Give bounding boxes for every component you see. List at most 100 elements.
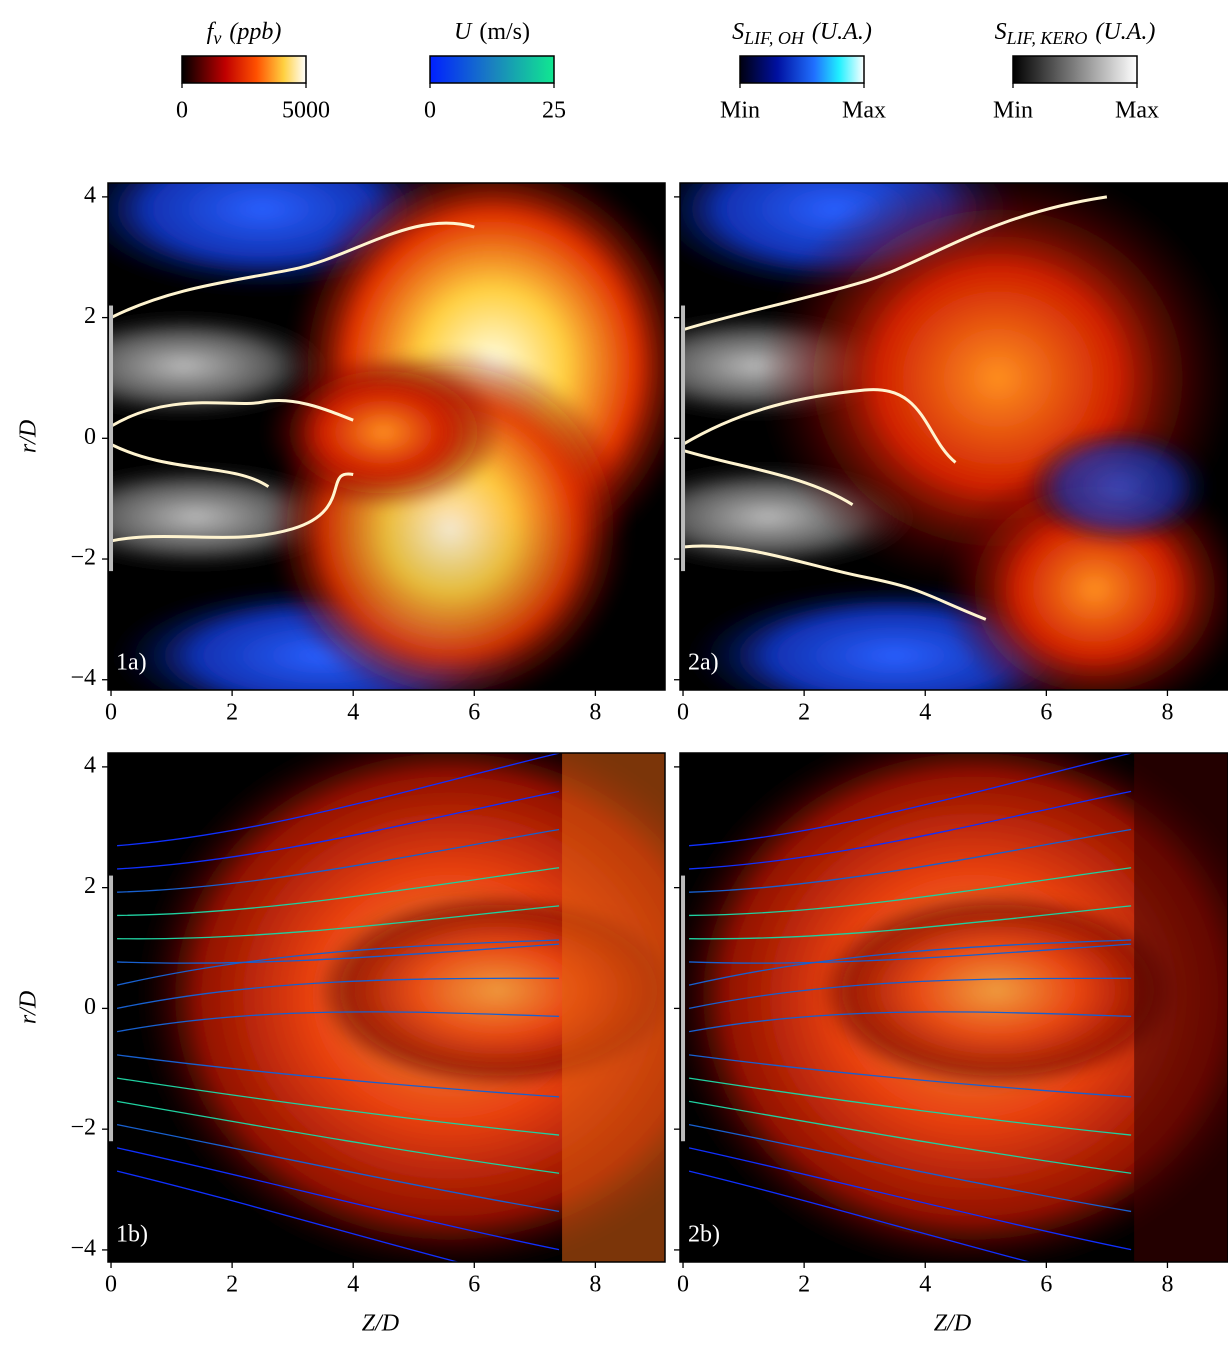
x-tick-label: 8	[589, 1272, 601, 1298]
x-tick-label: 2	[798, 700, 810, 726]
streamline	[688, 1124, 1132, 1213]
colorbar-symbol: U	[454, 19, 473, 45]
colorbar-tick-label: Max	[1115, 98, 1159, 124]
streamline	[117, 943, 560, 964]
colorbar-tick-label: 5000	[282, 98, 330, 124]
x-tick-label: 8	[1161, 1272, 1173, 1298]
streamline	[116, 1124, 560, 1213]
y-tick-label: 2	[84, 873, 96, 899]
x-tick-label: 2	[798, 1272, 810, 1298]
x-tick-label: 0	[105, 1272, 117, 1298]
streamline	[116, 1170, 460, 1262]
field	[262, 353, 505, 511]
streamline	[688, 939, 1132, 986]
streamline	[689, 905, 1132, 940]
colorbar-tick-label: Min	[720, 98, 760, 124]
x-tick-label: 6	[468, 1272, 480, 1298]
colorbar-title: SLIF, OH (U.A.)	[732, 19, 872, 49]
panel-label: 1a)	[116, 650, 147, 676]
y-tick-label: 2	[84, 303, 96, 329]
y-tick-label: −2	[70, 545, 96, 571]
y-tick-label: −4	[70, 665, 96, 691]
x-tick-label: 6	[1040, 700, 1052, 726]
y-tick-label: −4	[70, 1235, 96, 1261]
colorbar-subscript: LIF, KERO	[1006, 28, 1088, 48]
streamline	[117, 790, 560, 870]
colorbar-symbol: S	[732, 19, 744, 45]
streamline	[688, 1100, 1132, 1174]
frame	[679, 752, 1228, 1263]
field	[819, 893, 1177, 1088]
panel-label: 1b)	[116, 1222, 148, 1248]
frame	[679, 182, 1228, 691]
colorbar-tick-label: Min	[993, 98, 1033, 124]
panel-image	[680, 753, 1228, 1262]
y-axis-label: r/D	[16, 420, 42, 453]
x-tick-label: 4	[347, 1272, 359, 1298]
colorbar-subscript: LIF, OH	[743, 28, 805, 48]
streamline	[689, 753, 1132, 847]
colorbar-tick-label: 25	[542, 98, 566, 124]
nozzle	[109, 875, 114, 1142]
y-tick-label: 0	[84, 424, 96, 450]
x-tick-label: 8	[589, 700, 601, 726]
panel-image	[108, 753, 665, 1262]
field	[1023, 426, 1215, 547]
x-tick-label: 4	[919, 700, 931, 726]
colorbar-unit: (U.A.)	[1095, 19, 1155, 45]
colorbar	[181, 55, 307, 84]
colorbar-unit: (m/s)	[479, 19, 530, 45]
streamline	[689, 867, 1132, 917]
nozzle	[681, 875, 686, 1142]
colorbar-symbol: f	[207, 19, 217, 45]
streamline	[116, 977, 560, 1010]
streamline	[689, 943, 1132, 964]
streamline	[689, 790, 1132, 870]
streamline	[117, 905, 560, 940]
streamline	[116, 1011, 560, 1033]
colorbar-tick-label: 0	[424, 98, 436, 124]
nozzle	[681, 305, 686, 572]
contour	[110, 221, 475, 543]
streamline	[117, 867, 560, 917]
colorbar-title: fv (ppb)	[207, 19, 282, 49]
y-tick-label: 4	[84, 752, 96, 778]
x-tick-label: 4	[919, 1272, 931, 1298]
x-tick-label: 2	[226, 1272, 238, 1298]
y-axis-label: r/D	[16, 991, 42, 1024]
streamline	[117, 753, 560, 847]
frame	[107, 182, 666, 691]
colorbar-subscript: v	[213, 28, 221, 48]
x-tick-label: 0	[677, 1272, 689, 1298]
streamline	[688, 1147, 1132, 1251]
shade	[562, 753, 665, 1262]
y-tick-label: 4	[84, 182, 96, 208]
panel-label: 2b)	[688, 1222, 720, 1248]
x-tick-label: 0	[677, 700, 689, 726]
panel-image	[680, 183, 1228, 690]
y-tick-label: −2	[70, 1115, 96, 1141]
colorbar-unit: (ppb)	[229, 19, 281, 45]
streamline	[688, 1077, 1132, 1136]
field	[108, 311, 335, 421]
colorbar-symbol: S	[995, 19, 1007, 45]
nozzle	[109, 305, 114, 572]
colorbar-title: SLIF, KERO (U.A.)	[995, 19, 1156, 49]
colorbar-title: U (m/s)	[454, 19, 530, 45]
x-tick-label: 4	[347, 700, 359, 726]
x-tick-label: 8	[1161, 700, 1173, 726]
streamline	[688, 1170, 1032, 1262]
streamline	[116, 1100, 560, 1174]
streamline	[116, 939, 560, 986]
x-tick-label: 6	[1040, 1272, 1052, 1298]
streamline	[688, 977, 1132, 1010]
x-tick-label: 2	[226, 700, 238, 726]
colorbar-tick-label: Max	[842, 98, 886, 124]
x-tick-label: 6	[468, 700, 480, 726]
contour	[682, 195, 1108, 621]
colorbar-tick-label: 0	[176, 98, 188, 124]
streamline	[688, 1011, 1132, 1033]
x-axis-label: Z/D	[934, 1311, 971, 1337]
panel-image	[108, 183, 665, 690]
